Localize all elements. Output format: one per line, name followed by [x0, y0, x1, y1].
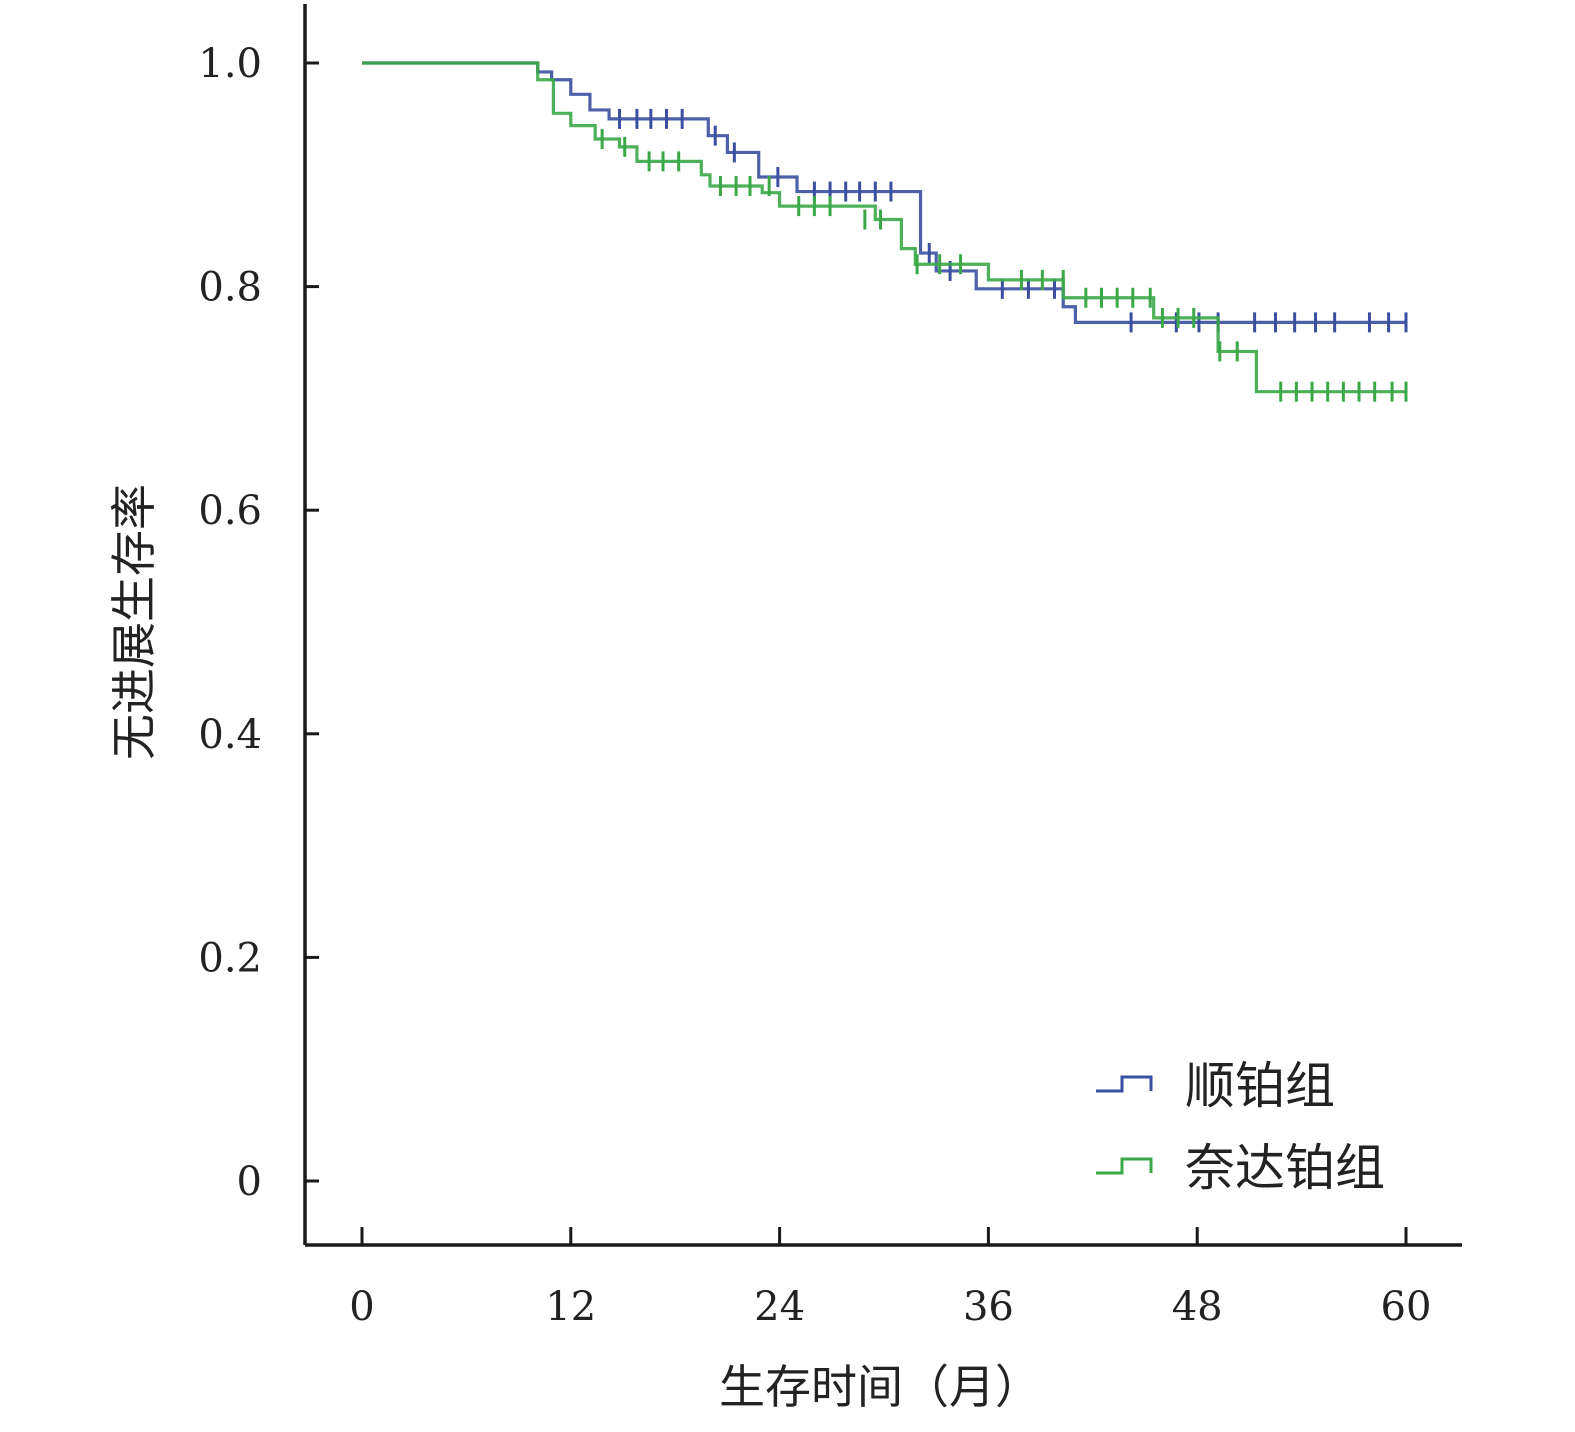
- x-tick-label: 60: [1381, 1284, 1432, 1330]
- y-tick-label: 0.8: [198, 265, 262, 311]
- series-2: [362, 61, 1408, 402]
- x-tick-label: 36: [963, 1284, 1014, 1330]
- legend-swatch: [1096, 1157, 1153, 1175]
- legend-label: 奈达铂组: [1185, 1139, 1385, 1197]
- x-tick-label: 48: [1172, 1284, 1223, 1330]
- series-line: [362, 61, 1406, 324]
- series-1: [362, 61, 1408, 333]
- y-tick-label: 0.4: [198, 712, 262, 758]
- ticks-layer: 0 0.2 0.4 0.6 0.8 1.0 0 12 24 36 48 60: [198, 41, 1431, 1330]
- y-tick-label: 0.6: [198, 488, 262, 534]
- y-tick-label: 0: [237, 1159, 262, 1205]
- x-axis-title: 生存时间（月）: [719, 1360, 1041, 1414]
- x-tick-label: 12: [545, 1284, 596, 1330]
- legend-item-1: 顺铂组: [1096, 1057, 1335, 1115]
- legend-label: 顺铂组: [1185, 1057, 1335, 1115]
- y-tick-label: 1.0: [198, 41, 262, 87]
- x-tick-label: 0: [349, 1284, 374, 1330]
- y-tick-label: 0.2: [198, 935, 262, 981]
- legend-item-2: 奈达铂组: [1096, 1139, 1385, 1197]
- series-line: [362, 61, 1406, 394]
- axes-layer: [303, 4, 1462, 1247]
- series-layer: [362, 61, 1408, 402]
- y-axis-title: 无进展生存率: [107, 484, 161, 760]
- x-tick-label: 24: [754, 1284, 805, 1330]
- legend-swatch: [1096, 1075, 1153, 1093]
